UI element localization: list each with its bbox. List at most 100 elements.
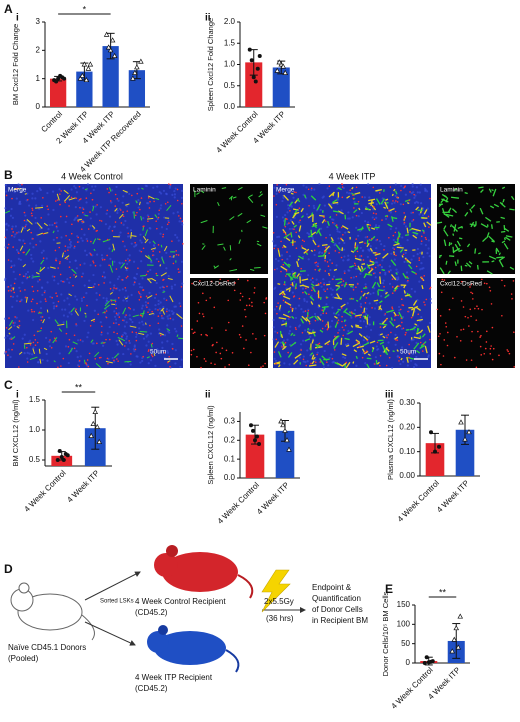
nucleus	[132, 308, 136, 311]
nucleus	[318, 182, 321, 186]
nucleus	[99, 264, 102, 267]
nucleus	[77, 199, 80, 202]
nucleus	[60, 236, 63, 239]
mouse-ear	[166, 545, 178, 557]
arrow	[84, 571, 141, 601]
nucleus	[366, 255, 369, 259]
nucleus	[83, 233, 86, 236]
vessel	[277, 351, 282, 358]
cell	[135, 331, 138, 334]
vessel	[154, 214, 158, 218]
cell	[373, 218, 376, 221]
vessel	[109, 264, 113, 273]
nucleus	[413, 201, 417, 204]
nucleus	[346, 217, 350, 220]
nucleus	[132, 260, 136, 263]
nucleus	[294, 316, 298, 320]
vessel	[166, 205, 172, 211]
nucleus	[335, 227, 339, 231]
cell	[200, 366, 202, 369]
nucleus	[378, 240, 381, 243]
vessel	[294, 211, 300, 215]
cell	[293, 191, 296, 193]
cell	[113, 331, 115, 333]
vessel	[19, 245, 24, 251]
nucleus	[138, 321, 141, 324]
nucleus	[121, 333, 124, 337]
cell	[371, 307, 373, 309]
nucleus	[135, 335, 138, 339]
nucleus	[28, 339, 32, 342]
x-tick-label: 4 Week Control	[22, 468, 67, 513]
nucleus	[306, 349, 309, 352]
cell	[77, 220, 80, 223]
nucleus	[122, 352, 125, 356]
cell	[43, 291, 46, 294]
cell	[403, 186, 406, 188]
nucleus	[31, 192, 34, 195]
cell	[276, 332, 279, 334]
cell	[166, 310, 168, 313]
nucleus	[336, 230, 339, 233]
nucleus	[420, 267, 424, 270]
cell	[317, 282, 320, 285]
nucleus	[146, 333, 149, 337]
nucleus	[170, 287, 174, 290]
cell	[383, 285, 385, 288]
cell	[24, 242, 26, 245]
nucleus	[301, 287, 305, 290]
vessel	[104, 300, 110, 307]
vessel	[509, 208, 515, 211]
nucleus	[66, 315, 69, 318]
cell	[285, 270, 288, 272]
data-point	[428, 659, 433, 664]
cell	[147, 311, 149, 314]
vessel	[297, 235, 301, 239]
cell	[489, 290, 492, 292]
cell	[138, 208, 141, 211]
nucleus	[405, 271, 409, 274]
nucleus	[149, 268, 152, 272]
bar	[51, 455, 73, 466]
nucleus	[4, 207, 7, 210]
cell	[353, 262, 356, 265]
cell	[130, 353, 132, 355]
y-tick-label: 0.5	[29, 455, 41, 464]
cell	[140, 250, 143, 253]
cell	[151, 342, 154, 345]
vessel	[498, 256, 505, 262]
nucleus	[170, 285, 173, 288]
cell	[175, 250, 177, 252]
nucleus	[313, 188, 316, 191]
cell	[319, 282, 322, 284]
vessel	[493, 203, 500, 208]
cell	[422, 343, 425, 345]
nucleus	[427, 247, 430, 250]
cell	[55, 225, 58, 228]
nucleus	[64, 345, 68, 348]
nucleus	[75, 267, 78, 270]
cell	[397, 237, 400, 239]
cell	[153, 200, 155, 203]
cell	[192, 332, 195, 335]
nucleus	[170, 310, 174, 313]
nucleus	[23, 352, 26, 355]
nucleus	[358, 254, 362, 258]
cell	[7, 354, 9, 356]
cell	[30, 300, 33, 303]
nucleus	[15, 197, 18, 200]
vessel	[347, 231, 351, 234]
vessel	[341, 225, 349, 230]
nucleus	[282, 196, 285, 199]
nucleus	[415, 200, 418, 203]
nucleus	[126, 262, 129, 265]
nucleus	[412, 254, 415, 258]
nucleus	[362, 249, 365, 252]
itp-mouse	[147, 625, 240, 673]
nucleus	[162, 306, 165, 309]
cell	[56, 199, 59, 201]
vessel	[147, 255, 153, 262]
cell	[162, 279, 164, 281]
nucleus	[63, 299, 66, 302]
cell	[227, 299, 230, 302]
